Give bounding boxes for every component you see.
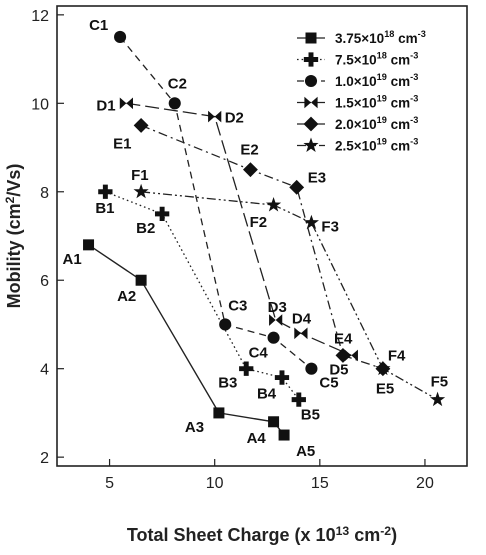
data-point-f3 bbox=[303, 214, 319, 230]
data-point-a2 bbox=[135, 274, 147, 286]
point-label-a2: A2 bbox=[117, 288, 136, 305]
legend-label-5: 2.0×1019​ cm-3​ bbox=[335, 115, 418, 132]
x-axis-title: Total Sheet Charge (x 1013​ cm-2​) bbox=[127, 524, 397, 545]
x-tick-label: 10 bbox=[206, 475, 224, 492]
x-tick-label: 20 bbox=[416, 475, 434, 492]
data-point-a1 bbox=[83, 239, 95, 251]
point-label-b5: B5 bbox=[301, 407, 320, 424]
legend-label-4: 1.5×1019​ cm-3​ bbox=[335, 94, 418, 111]
point-label-e4: E4 bbox=[334, 330, 353, 347]
data-point-d2 bbox=[208, 110, 222, 123]
x-tick-label: 15 bbox=[311, 475, 329, 492]
data-point-c1 bbox=[114, 30, 127, 44]
y-tick-label: 8 bbox=[40, 185, 49, 202]
data-point-b4 bbox=[274, 370, 290, 385]
y-tick-label: 4 bbox=[40, 362, 49, 379]
y-tick-label: 12 bbox=[31, 8, 49, 25]
data-point-a3 bbox=[213, 407, 225, 419]
point-label-f2: F2 bbox=[250, 214, 268, 231]
data-point-e4 bbox=[335, 347, 351, 363]
legend-label-3: 1.0×1019​ cm-3​ bbox=[335, 72, 418, 89]
axis-ticks: 5 10 15 20 2 4 6 8 10 12 bbox=[31, 8, 434, 492]
data-point-e2 bbox=[243, 162, 258, 178]
data-point-c4 bbox=[267, 331, 280, 344]
legend-marker-2 bbox=[303, 52, 319, 67]
point-label-c5: C5 bbox=[319, 375, 338, 392]
legend-marker-6 bbox=[303, 137, 319, 152]
point-label-c2: C2 bbox=[168, 75, 187, 92]
point-label-a1: A1 bbox=[63, 251, 82, 268]
point-label-f5: F5 bbox=[431, 374, 449, 391]
point-label-d2: D2 bbox=[225, 110, 244, 127]
point-label-c3: C3 bbox=[228, 297, 247, 314]
data-point-f2 bbox=[265, 197, 282, 212]
data-point-c2 bbox=[168, 97, 181, 110]
legend-marker-4 bbox=[304, 96, 318, 109]
legend: 3.75×1018​ cm-3​ 7.5×1018​ cm-3​ 1.0×1019​… bbox=[297, 29, 426, 154]
data-point-f4 bbox=[375, 360, 391, 376]
data-point-e3 bbox=[289, 179, 305, 195]
point-label-d4: D4 bbox=[292, 310, 312, 327]
data-point-d5 bbox=[344, 349, 358, 362]
legend-marker-5 bbox=[303, 116, 319, 132]
point-label-f4: F4 bbox=[388, 348, 406, 365]
data-point-f1 bbox=[133, 183, 149, 199]
data-point-d4 bbox=[294, 327, 308, 340]
data-point-c3 bbox=[219, 318, 232, 331]
data-point-c5 bbox=[305, 362, 318, 375]
point-label-e1: E1 bbox=[113, 135, 131, 152]
data-point-f5 bbox=[429, 391, 446, 407]
legend-marker-3 bbox=[304, 74, 318, 88]
legend-marker-1 bbox=[305, 32, 317, 44]
legend-label-2: 7.5×1018​ cm-3​ bbox=[335, 51, 418, 68]
data-point-b5 bbox=[291, 392, 306, 407]
y-tick-label: 2 bbox=[40, 450, 49, 467]
series-line-6 bbox=[141, 191, 438, 401]
point-label-c1: C1 bbox=[89, 17, 108, 34]
data-point-e1 bbox=[133, 117, 149, 133]
point-label-c4: C4 bbox=[249, 345, 269, 362]
legend-label-1: 3.75×1018​ cm-3​ bbox=[335, 29, 426, 46]
point-label-e2: E2 bbox=[240, 142, 258, 159]
y-tick-label: 10 bbox=[31, 96, 49, 113]
series-line-1 bbox=[88, 244, 285, 436]
data-point-a4 bbox=[268, 416, 280, 428]
point-label-a5: A5 bbox=[296, 443, 315, 460]
point-label-b4: B4 bbox=[257, 386, 277, 403]
data-point-d1 bbox=[119, 97, 133, 110]
point-label-e3: E3 bbox=[308, 169, 326, 186]
point-label-b1: B1 bbox=[95, 200, 114, 217]
x-tick-label: 5 bbox=[105, 475, 114, 492]
point-label-b2: B2 bbox=[136, 220, 155, 237]
point-label-a4: A4 bbox=[247, 430, 267, 447]
series-line-5 bbox=[140, 124, 384, 370]
legend-label-6: 2.5×1019​ cm-3​ bbox=[335, 137, 418, 154]
y-axis-title: Mobility (cm2​/Vs) bbox=[3, 164, 24, 309]
point-label-d3: D3 bbox=[268, 299, 287, 316]
data-point-d3 bbox=[269, 314, 283, 326]
point-label-a3: A3 bbox=[185, 419, 204, 436]
point-label-f1: F1 bbox=[131, 167, 149, 184]
data-point-b2 bbox=[154, 206, 170, 222]
data-point-a5 bbox=[278, 429, 290, 441]
point-label-d5: D5 bbox=[329, 361, 348, 378]
y-tick-label: 6 bbox=[40, 273, 49, 290]
data-point-b1 bbox=[98, 184, 113, 199]
point-labels: A1 A2 A3 A4 A5 B1 B2 B3 B4 B5 C1 C2 C3 C4 C5 D1 D2 D3 D4 D5… bbox=[63, 17, 449, 460]
data-point-b3 bbox=[239, 361, 254, 376]
series-markers bbox=[83, 30, 446, 441]
point-label-e5: E5 bbox=[376, 381, 394, 398]
series-line-4 bbox=[126, 102, 352, 356]
point-label-d1: D1 bbox=[96, 97, 115, 114]
plot-frame bbox=[56, 5, 468, 467]
point-label-b3: B3 bbox=[218, 375, 237, 392]
point-label-f3: F3 bbox=[321, 219, 339, 236]
series-line-3 bbox=[119, 36, 312, 370]
